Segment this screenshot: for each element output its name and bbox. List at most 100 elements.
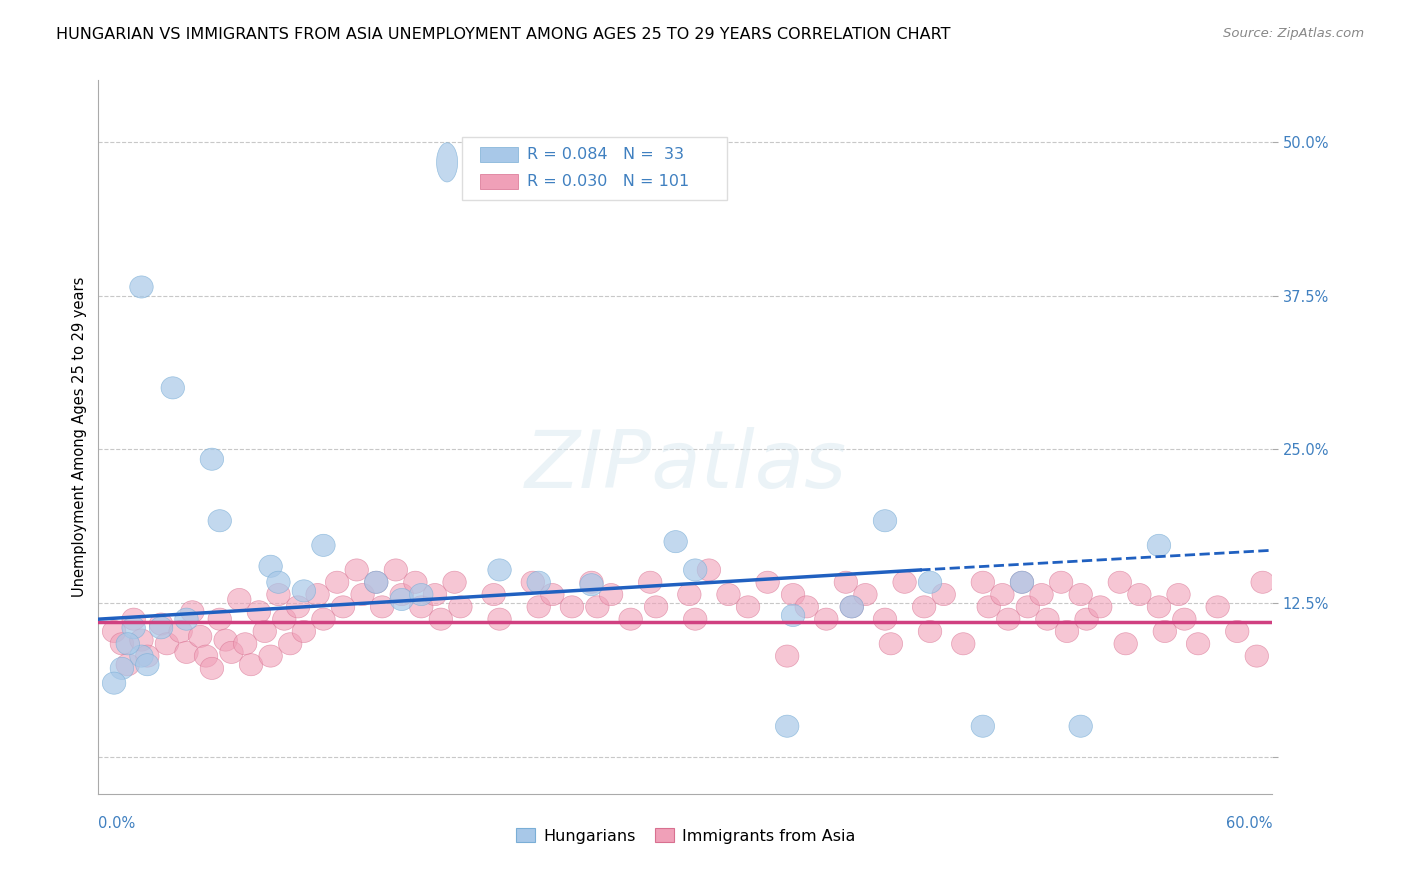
Ellipse shape <box>312 608 335 631</box>
FancyBboxPatch shape <box>463 137 727 200</box>
Ellipse shape <box>834 571 858 593</box>
Ellipse shape <box>404 571 427 593</box>
Ellipse shape <box>853 583 877 606</box>
Ellipse shape <box>122 616 145 639</box>
Ellipse shape <box>814 608 838 631</box>
Ellipse shape <box>873 509 897 532</box>
Ellipse shape <box>117 632 139 655</box>
Ellipse shape <box>188 625 212 648</box>
Ellipse shape <box>918 621 942 642</box>
Ellipse shape <box>560 596 583 618</box>
Ellipse shape <box>782 605 804 626</box>
Ellipse shape <box>683 559 707 581</box>
Ellipse shape <box>200 448 224 470</box>
Ellipse shape <box>972 571 994 593</box>
Ellipse shape <box>228 589 252 610</box>
Ellipse shape <box>409 596 433 618</box>
Ellipse shape <box>1069 583 1092 606</box>
Ellipse shape <box>1029 583 1053 606</box>
Ellipse shape <box>149 613 173 635</box>
Ellipse shape <box>782 583 804 606</box>
Ellipse shape <box>678 583 702 606</box>
Ellipse shape <box>239 654 263 676</box>
Ellipse shape <box>370 596 394 618</box>
FancyBboxPatch shape <box>479 174 517 189</box>
Ellipse shape <box>267 571 290 593</box>
Ellipse shape <box>1187 632 1209 655</box>
Ellipse shape <box>619 608 643 631</box>
Ellipse shape <box>259 555 283 577</box>
Ellipse shape <box>449 596 472 618</box>
Ellipse shape <box>1114 632 1137 655</box>
Ellipse shape <box>527 596 550 618</box>
Ellipse shape <box>997 608 1019 631</box>
Ellipse shape <box>697 559 721 581</box>
Ellipse shape <box>794 596 818 618</box>
Ellipse shape <box>756 571 779 593</box>
Ellipse shape <box>683 608 707 631</box>
Ellipse shape <box>1011 571 1033 593</box>
Ellipse shape <box>208 608 232 631</box>
Ellipse shape <box>129 645 153 667</box>
Ellipse shape <box>110 632 134 655</box>
Ellipse shape <box>443 571 467 593</box>
Ellipse shape <box>273 608 297 631</box>
Ellipse shape <box>1011 571 1033 593</box>
Ellipse shape <box>644 596 668 618</box>
Ellipse shape <box>287 596 309 618</box>
Ellipse shape <box>1036 608 1059 631</box>
Ellipse shape <box>149 616 173 639</box>
Ellipse shape <box>259 645 283 667</box>
Ellipse shape <box>214 629 238 651</box>
Text: HUNGARIAN VS IMMIGRANTS FROM ASIA UNEMPLOYMENT AMONG AGES 25 TO 29 YEARS CORRELA: HUNGARIAN VS IMMIGRANTS FROM ASIA UNEMPL… <box>56 27 950 42</box>
Ellipse shape <box>312 534 335 557</box>
Ellipse shape <box>839 596 863 618</box>
Ellipse shape <box>952 632 974 655</box>
Ellipse shape <box>664 531 688 553</box>
Ellipse shape <box>912 596 936 618</box>
Ellipse shape <box>977 596 1001 618</box>
Text: ZIPatlas: ZIPatlas <box>524 426 846 505</box>
Ellipse shape <box>364 571 388 593</box>
Ellipse shape <box>599 583 623 606</box>
Ellipse shape <box>409 583 433 606</box>
Ellipse shape <box>1069 715 1092 738</box>
Ellipse shape <box>103 672 125 694</box>
Ellipse shape <box>1167 583 1191 606</box>
Ellipse shape <box>776 645 799 667</box>
Ellipse shape <box>776 715 799 738</box>
Ellipse shape <box>1251 571 1274 593</box>
Text: R = 0.084   N =  33: R = 0.084 N = 33 <box>527 147 683 162</box>
Ellipse shape <box>1173 608 1197 631</box>
Ellipse shape <box>194 645 218 667</box>
Ellipse shape <box>117 654 139 676</box>
Ellipse shape <box>436 143 458 182</box>
Ellipse shape <box>1049 571 1073 593</box>
Ellipse shape <box>389 589 413 610</box>
Y-axis label: Unemployment Among Ages 25 to 29 years: Unemployment Among Ages 25 to 29 years <box>72 277 87 598</box>
Ellipse shape <box>129 629 153 651</box>
Ellipse shape <box>180 600 204 623</box>
Ellipse shape <box>129 276 153 298</box>
Ellipse shape <box>103 621 125 642</box>
Ellipse shape <box>1088 596 1112 618</box>
Ellipse shape <box>488 608 512 631</box>
Ellipse shape <box>135 654 159 676</box>
Ellipse shape <box>873 608 897 631</box>
Ellipse shape <box>1128 583 1152 606</box>
Ellipse shape <box>135 645 159 667</box>
Ellipse shape <box>169 621 193 642</box>
Ellipse shape <box>423 583 447 606</box>
Ellipse shape <box>488 559 512 581</box>
Ellipse shape <box>332 596 354 618</box>
Text: R = 0.030   N = 101: R = 0.030 N = 101 <box>527 174 689 189</box>
Ellipse shape <box>1206 596 1229 618</box>
Ellipse shape <box>893 571 917 593</box>
Ellipse shape <box>918 571 942 593</box>
Ellipse shape <box>522 571 544 593</box>
Ellipse shape <box>429 608 453 631</box>
Ellipse shape <box>253 621 277 642</box>
Ellipse shape <box>1147 596 1171 618</box>
Ellipse shape <box>972 715 994 738</box>
Ellipse shape <box>110 657 134 680</box>
